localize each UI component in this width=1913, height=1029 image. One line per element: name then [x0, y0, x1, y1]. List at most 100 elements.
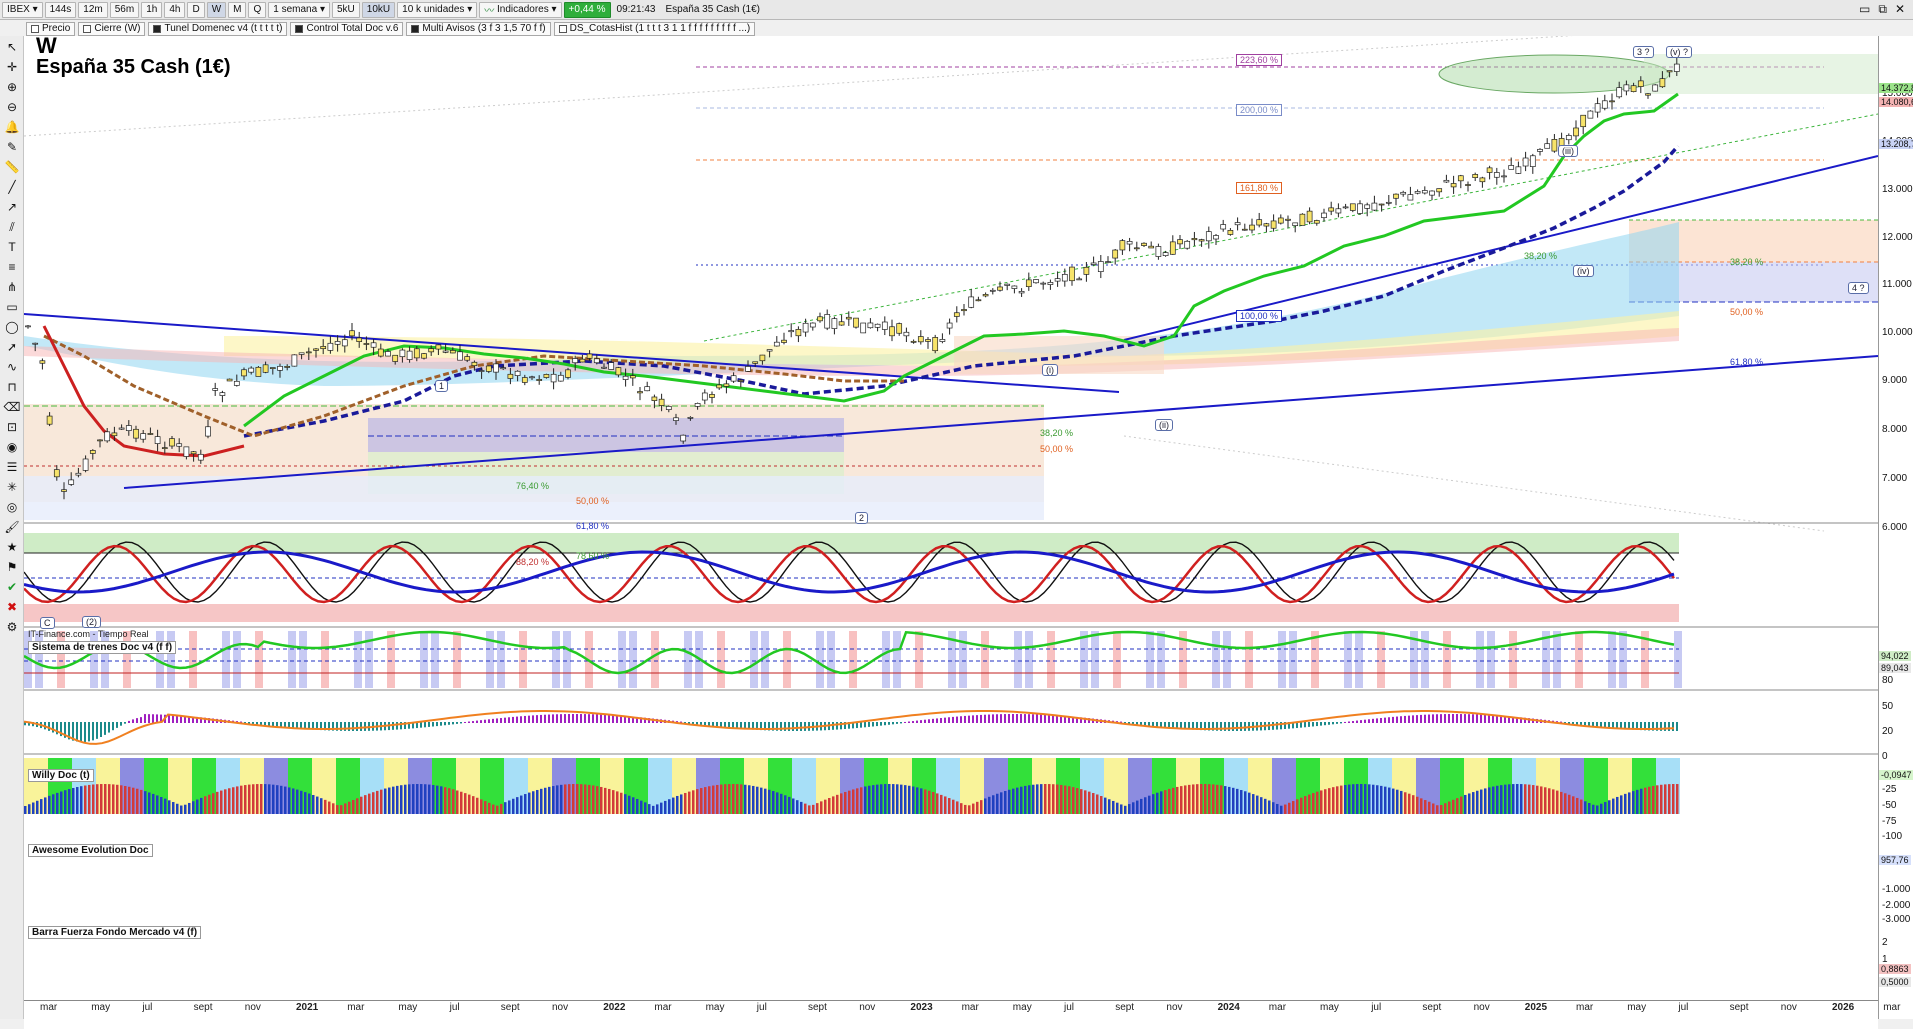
lock-icon[interactable]: ⊡ [6, 420, 18, 434]
line-icon[interactable]: ╱ [8, 180, 16, 194]
timeframe-144s[interactable]: 144s [44, 1, 77, 18]
wave-label-1[interactable]: 1 [435, 380, 449, 392]
candle [860, 322, 867, 334]
crosshair-icon[interactable]: ✛ [6, 60, 18, 74]
wave-label-c[interactable]: C [40, 617, 55, 629]
flag-icon[interactable]: ⚑ [6, 560, 18, 574]
pitchfork-icon[interactable]: ⋔ [6, 280, 18, 294]
ellipse-icon[interactable]: ◯ [5, 320, 19, 334]
trenes-oversold-zone [24, 604, 1679, 622]
timeframe-4h[interactable]: 4h [164, 1, 186, 18]
bell-icon[interactable]: 🔔 [4, 120, 20, 134]
candle [536, 379, 543, 381]
units-5ku-button[interactable]: 5kU [332, 1, 360, 18]
candle [1522, 157, 1529, 167]
wave-label-i[interactable]: (i) [1042, 364, 1058, 376]
wave-label-2-paren[interactable]: (2) [82, 616, 101, 628]
barra-bar [152, 793, 155, 814]
awesome-bar [712, 722, 714, 727]
awesome-bar [1160, 722, 1162, 727]
panel-title-trenes[interactable]: Sistema de trenes Doc v4 (f f) [28, 641, 177, 654]
awesome-bar [612, 715, 614, 723]
zoom-in-icon[interactable]: ⊕ [6, 80, 18, 94]
wave-icon[interactable]: ∿ [6, 360, 18, 374]
willy-band [1124, 631, 1132, 688]
cycle-icon[interactable]: ◎ [6, 500, 18, 514]
restore-icon[interactable]: ⧉ [1878, 2, 1887, 16]
cursor-icon[interactable]: ↖ [6, 40, 18, 54]
arrow-icon[interactable]: ➚ [6, 340, 18, 354]
fib-icon[interactable]: ≡ [8, 260, 16, 274]
timeframe-12m[interactable]: 12m [78, 1, 108, 18]
barra-bar [436, 785, 439, 814]
awesome-bar [420, 722, 422, 728]
awesome-bar [516, 716, 518, 723]
time-tick: nov [859, 1002, 876, 1013]
awesome-bar [796, 722, 798, 731]
wave-label-2[interactable]: 2 [855, 512, 869, 524]
channel-icon[interactable]: ⫽ [9, 219, 15, 234]
pencil-icon[interactable]: ✎ [6, 140, 18, 154]
candle [327, 342, 334, 351]
chart-area[interactable] [24, 36, 1878, 1000]
zoom-out-icon[interactable]: ⊖ [6, 100, 18, 114]
rectangle-icon[interactable]: ▭ [6, 300, 18, 314]
indicators-button[interactable]: 〰 Indicadores ▾ [479, 1, 562, 18]
panel-title-willy[interactable]: Willy Doc (t) [28, 769, 94, 782]
ray-icon[interactable]: ↗ [6, 200, 18, 214]
units-10ku-button[interactable]: 10kU [361, 1, 396, 18]
indicator-tab-cierre[interactable]: Cierre (W) [78, 21, 146, 36]
panel-title-barra[interactable]: Barra Fuerza Fondo Mercado v4 (f) [28, 926, 202, 939]
awesome-bar [544, 714, 546, 723]
eye-icon[interactable]: ◉ [6, 440, 18, 454]
layers-icon[interactable]: ☰ [6, 460, 18, 474]
price-tag-average: 13.208,7 [1879, 139, 1913, 149]
candle [1450, 183, 1457, 188]
indicator-tab-tunel[interactable]: Tunel Domenec v4 (t t t t t) [148, 21, 288, 36]
indicator-tab-cotashist[interactable]: DS_CotasHist (1 t t t 3 1 1 f f f f f f … [553, 21, 756, 36]
wave-label-3[interactable]: 3 ? [1633, 46, 1654, 58]
indicator-tab-precio[interactable]: Precio [26, 21, 76, 36]
barra-bar [300, 790, 303, 814]
delete-icon[interactable]: ✖ [6, 600, 18, 614]
barra-bar [1540, 786, 1543, 814]
barra-bar [1216, 784, 1219, 814]
timeframe-56m[interactable]: 56m [109, 1, 140, 18]
timeframe-q[interactable]: Q [248, 1, 267, 18]
wave-label-4[interactable]: 4 ? [1848, 282, 1869, 294]
magnet-icon[interactable]: ⊓ [7, 380, 17, 394]
time-axis[interactable] [24, 1000, 1878, 1029]
wave-label-iii[interactable]: (iii) [1558, 145, 1578, 157]
wave-label-iv[interactable]: (iv) [1573, 265, 1594, 277]
indicator-tab-control-total[interactable]: Control Total Doc v.6 [290, 21, 404, 36]
awesome-bar [1592, 722, 1594, 727]
settings-icon[interactable]: ⚙ [6, 620, 18, 634]
minimize-icon[interactable]: ▭ [1859, 2, 1871, 16]
units-select[interactable]: 10 k unidades ▾ [397, 1, 478, 18]
indicator-tab-multi-avisos[interactable]: Multi Avisos (3 f 3 1,5 70 f f) [406, 21, 551, 36]
awesome-bar [156, 714, 158, 723]
wave-label-v[interactable]: (v) ? [1666, 46, 1692, 58]
timeframe-w[interactable]: W [206, 1, 227, 18]
barra-bar [1272, 802, 1275, 814]
timeframe-1h[interactable]: 1h [141, 1, 163, 18]
candle [226, 378, 233, 382]
gann-icon[interactable]: ✳ [6, 480, 18, 494]
candle [514, 370, 521, 376]
awesome-bar [976, 715, 978, 723]
panel-title-awesome[interactable]: Awesome Evolution Doc [28, 844, 153, 857]
wave-label-ii[interactable]: (ii) [1155, 419, 1173, 431]
close-icon[interactable]: ✕ [1894, 2, 1905, 16]
ruler-icon[interactable]: 📏 [4, 160, 20, 174]
brush-icon[interactable]: 🖌 [4, 520, 20, 534]
timeframe-d[interactable]: D [187, 1, 205, 18]
period-select[interactable]: 1 semana ▾ [268, 1, 330, 18]
text-icon[interactable]: T [8, 240, 16, 254]
eraser-icon[interactable]: ⌫ [3, 400, 21, 414]
symbol-select[interactable]: IBEX ▾ [2, 1, 43, 18]
candle [910, 340, 917, 343]
timeframe-m[interactable]: M [228, 1, 247, 18]
check-icon[interactable]: ✔ [6, 580, 18, 594]
awesome-bar [1052, 715, 1054, 723]
star-icon[interactable]: ★ [6, 540, 18, 554]
